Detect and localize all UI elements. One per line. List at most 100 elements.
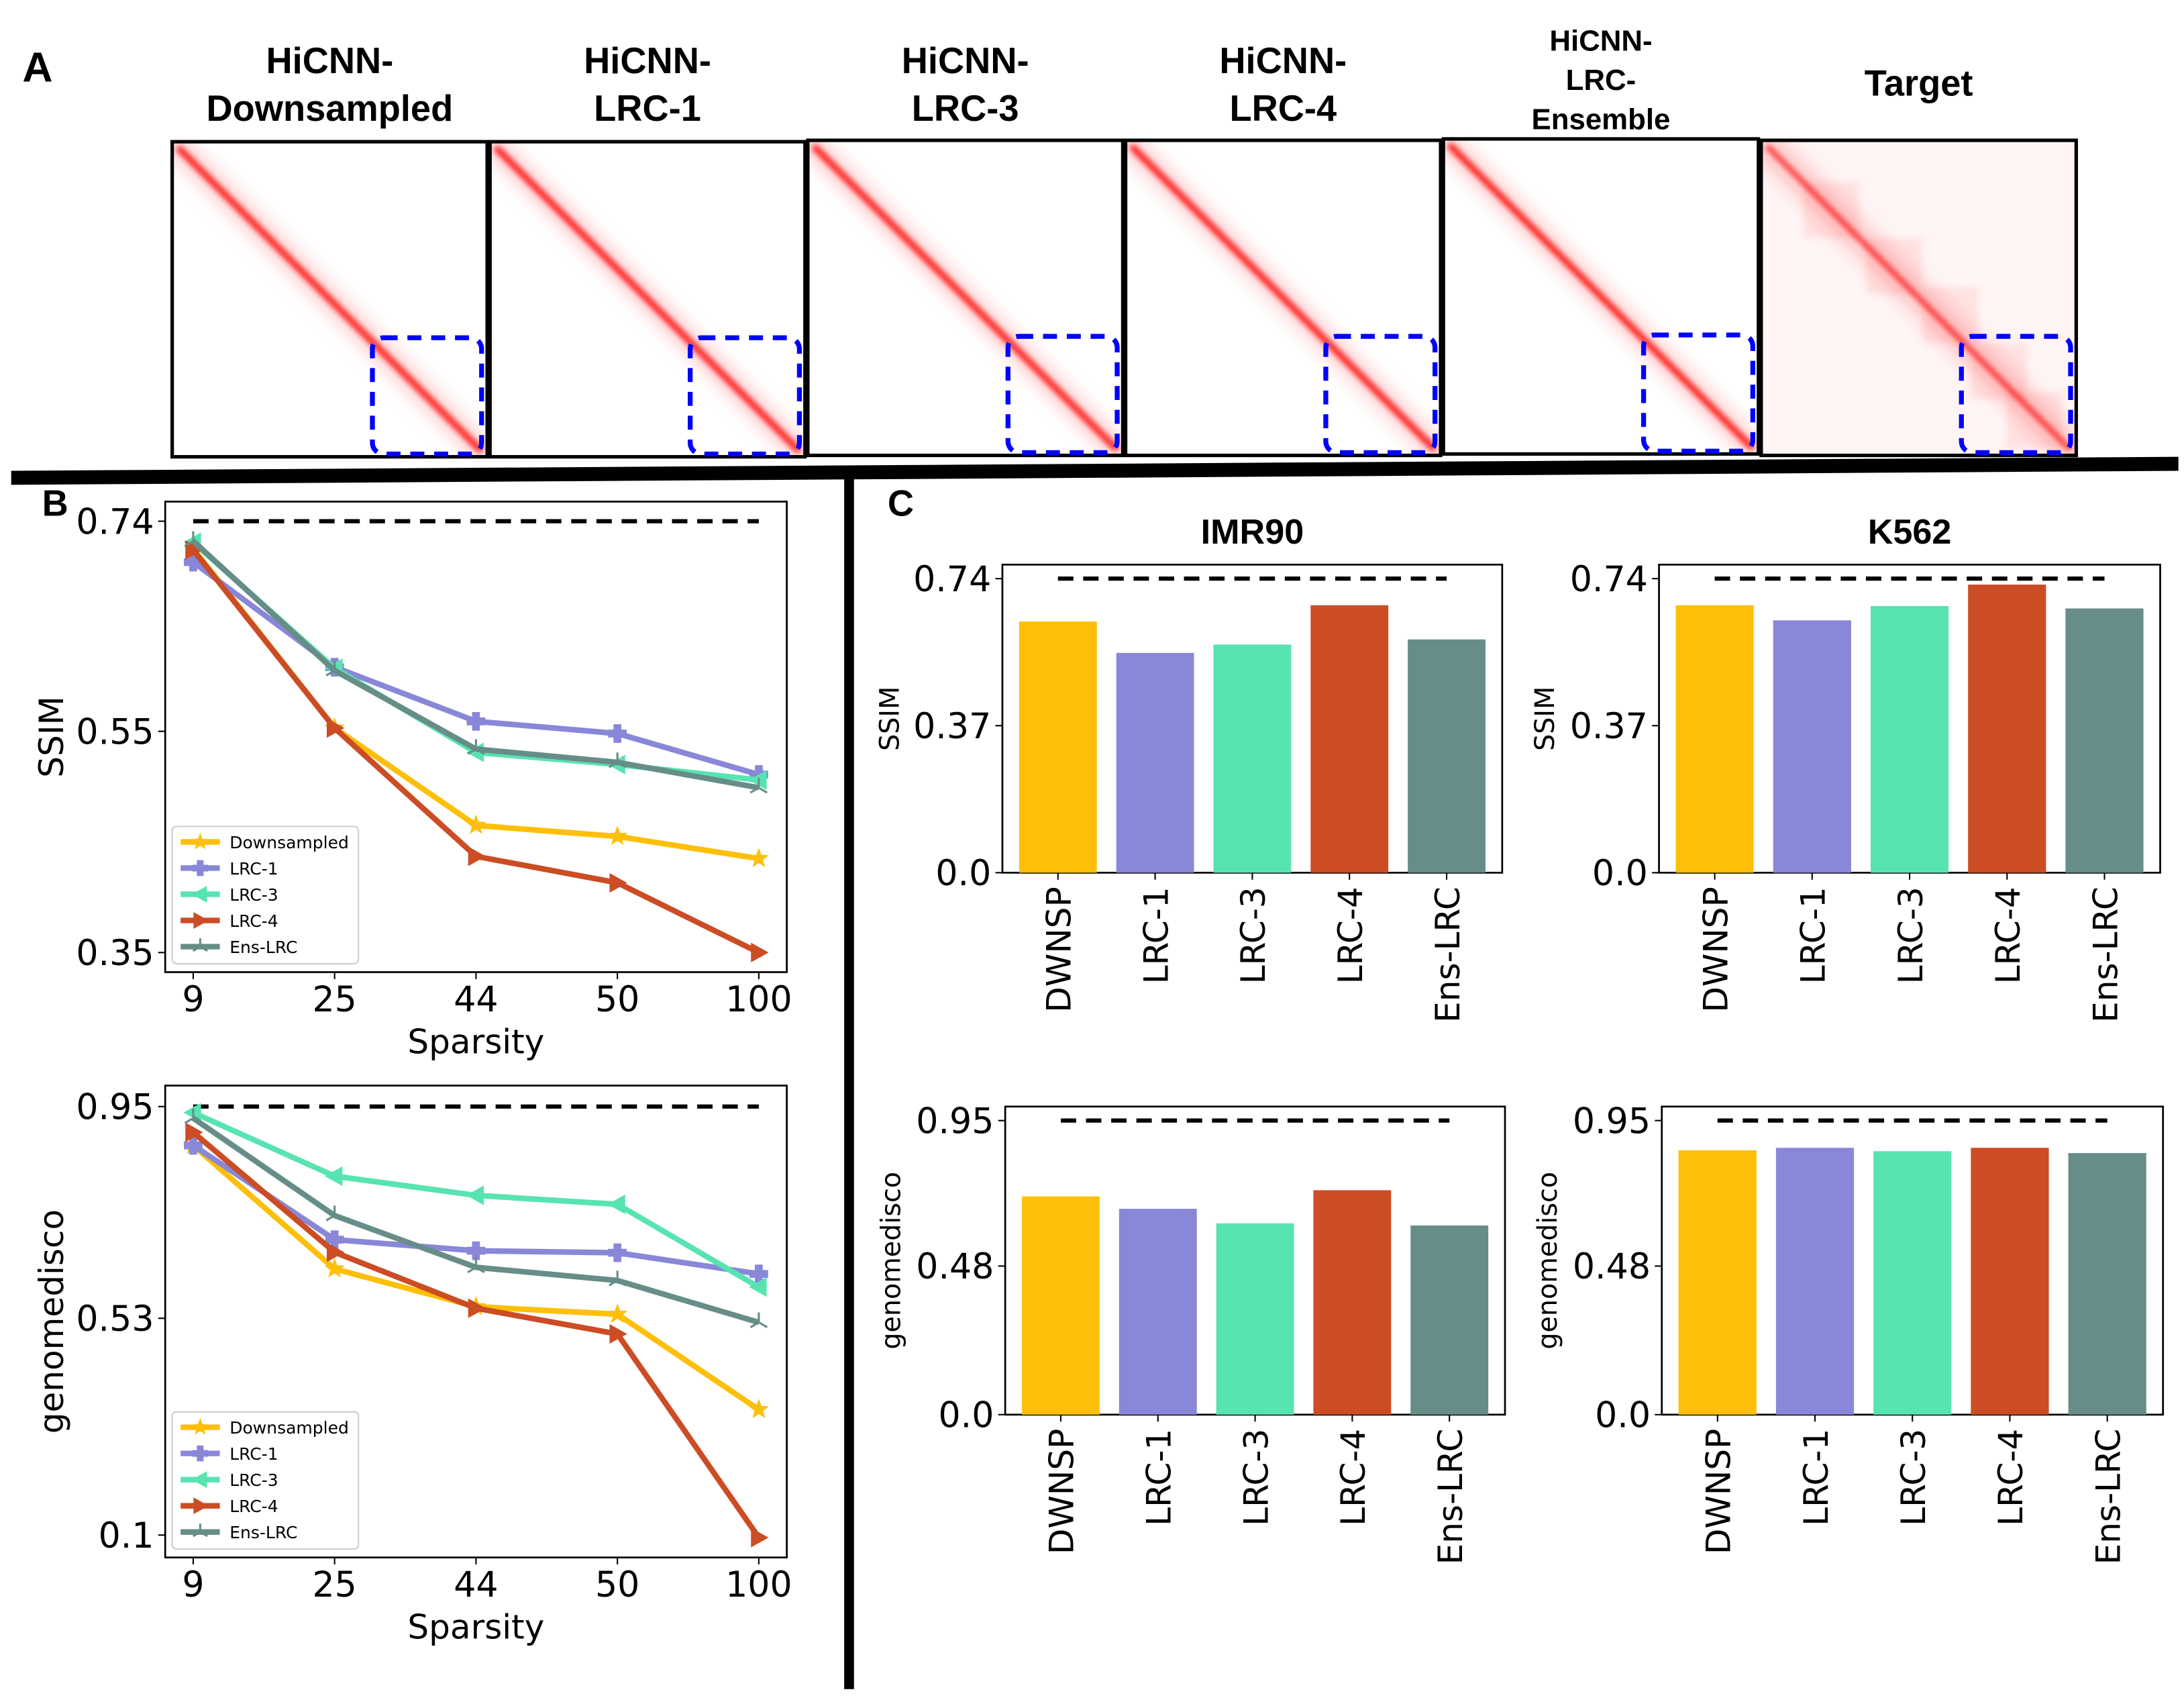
- star-marker: [324, 1258, 345, 1278]
- highlight-box: [1959, 334, 2073, 456]
- heatmap-title: Ensemble: [1532, 103, 1671, 136]
- y-tick-label: 0.0: [1595, 1396, 1651, 1436]
- x-tick-label: LRC-4: [1334, 1429, 1373, 1526]
- y-tick-label: 0.0: [938, 1396, 994, 1436]
- x-tick-label: 44: [454, 1565, 498, 1605]
- x-tick-label: DWNSP: [1043, 1429, 1082, 1554]
- x-axis-label: Sparsity: [407, 1023, 544, 1062]
- triangle-left-marker: [607, 1194, 625, 1215]
- series-ens-lrc: [184, 1108, 768, 1328]
- tad-domain: [2006, 392, 2063, 449]
- tad-domain: [1922, 287, 1979, 344]
- x-tick-label: Ens-LRC: [2089, 1429, 2128, 1565]
- x-tick-label: 25: [312, 980, 356, 1020]
- highlight-box: [1641, 332, 1755, 454]
- y-axis-label: genomedisco: [876, 1172, 907, 1350]
- heatmap-image: [1125, 140, 1441, 456]
- y-tick-label: 0.95: [76, 1088, 154, 1128]
- heatmap-panel: HiCNN- LRC- Ensemble: [1441, 25, 1761, 456]
- bar: [2065, 608, 2144, 873]
- x-tick-label: 9: [182, 1565, 204, 1605]
- y-tick-label: 0.0: [1592, 854, 1648, 894]
- triangle-left-marker: [191, 885, 207, 903]
- bar: [1873, 1151, 1952, 1415]
- tri-marker: [325, 660, 344, 677]
- tri-marker: [467, 739, 485, 755]
- y-tick-label: 0.0: [935, 854, 991, 894]
- plus-marker: [608, 1243, 627, 1262]
- heatmap-title: LRC-4: [1229, 89, 1337, 129]
- heatmap-panel: HiCNN- LRC-3: [806, 41, 1125, 458]
- heatmap-title: LRC-3: [912, 89, 1019, 129]
- legend-box: [171, 825, 360, 965]
- y-tick-label: 0.35: [76, 934, 154, 974]
- heatmap-frame: [1123, 138, 1443, 458]
- x-tick-label: LRC-4: [1331, 887, 1370, 984]
- bar: [1675, 605, 1754, 873]
- triangle-right-marker: [326, 1242, 345, 1262]
- legend-label: Ens-LRC: [229, 938, 297, 957]
- heatmap-image: [1443, 138, 1759, 454]
- heatmap-title: Downsampled: [206, 89, 453, 129]
- heatmap-diagonal: [175, 145, 484, 454]
- x-tick-label: Ens-LRC: [1431, 1429, 1470, 1565]
- panel-label-c: C: [888, 483, 914, 523]
- line-chart-b-genomedisco: 0.95 0.53 0.1 9 25 44 50 100 Sparsity genomedisco…: [32, 1085, 792, 1647]
- legend-item: Downsampled: [180, 832, 349, 852]
- y-axis-label: genomedisco: [1532, 1172, 1563, 1350]
- heatmap-panel: HiCNN- LRC-1: [488, 41, 807, 459]
- legend-item: LRC-4: [180, 1497, 278, 1516]
- tri-marker: [184, 1108, 203, 1124]
- heatmap-title: HiCNN-: [584, 41, 711, 81]
- x-tick-label: DWNSP: [1696, 887, 1735, 1012]
- x-tick-label: LRC-4: [1989, 887, 2028, 984]
- heatmap-image: [1761, 140, 2077, 456]
- triangle-left-marker: [325, 1166, 343, 1187]
- y-tick-label: 0.55: [76, 712, 154, 752]
- plus-marker: [184, 552, 203, 572]
- bar: [1022, 1196, 1100, 1415]
- legend-item: Ens-LRC: [180, 938, 297, 957]
- y-tick-label: 0.74: [1570, 560, 1648, 600]
- legend-item: LRC-3: [180, 885, 278, 905]
- heatmap-frame: [1441, 137, 1761, 456]
- x-tick-label: LRC-3: [1894, 1429, 1933, 1526]
- chart-title: IMR90: [1201, 513, 1304, 552]
- legend-label: Ens-LRC: [229, 1523, 297, 1542]
- tri-marker: [184, 531, 203, 547]
- heatmap-title: HiCNN-: [1549, 25, 1652, 58]
- legend-label: LRC-3: [229, 885, 278, 905]
- y-axis-label: genomedisco: [32, 1209, 71, 1434]
- star-marker: [607, 1303, 628, 1323]
- heatmap-image: [490, 142, 805, 457]
- highlight-box: [688, 335, 802, 457]
- legend-item: Ens-LRC: [180, 1523, 297, 1542]
- x-tick-label: DWNSP: [1700, 1429, 1738, 1554]
- legend-label: LRC-4: [229, 911, 278, 931]
- chart-title: K562: [1868, 513, 1952, 552]
- bar: [1019, 621, 1097, 873]
- x-tick-label: LRC-1: [1140, 1429, 1179, 1526]
- tri-marker: [608, 1270, 627, 1287]
- x-tick-label: LRC-1: [1794, 887, 1833, 984]
- bar-chart-c-imr90-ssim: IMR90 DWNSP LRC-1 LRC-3 LRC-4 Ens-LRC 0.74 0.37…: [875, 513, 1504, 1023]
- plus-marker: [749, 765, 768, 784]
- star-marker: [607, 825, 628, 846]
- heatmap-frame: [170, 140, 489, 459]
- bar: [1968, 585, 2046, 873]
- heatmap-diagonal: [493, 145, 802, 454]
- heatmap-frame: [1759, 138, 2078, 458]
- line-chart-b-ssim: 0.74 0.55 0.35 9 25 44 50 100 Sparsity SSIM Downsa…: [32, 501, 792, 1062]
- heatmap-title: LRC-1: [594, 89, 701, 129]
- bar: [1410, 1225, 1489, 1415]
- panel-label-a: A: [22, 44, 52, 91]
- triangle-left-marker: [191, 1471, 207, 1489]
- heatmap-title: HiCNN-: [902, 41, 1029, 81]
- plus-marker: [184, 1136, 203, 1155]
- triangle-right-marker: [193, 911, 209, 930]
- heatmap-diagonal: [811, 144, 1120, 452]
- legend: Downsampled LRC-1 LRC-3 LRC-4 Ens-LRC: [171, 1411, 360, 1550]
- heatmap-title: LRC-: [1566, 64, 1636, 97]
- heatmap-image: [807, 140, 1123, 456]
